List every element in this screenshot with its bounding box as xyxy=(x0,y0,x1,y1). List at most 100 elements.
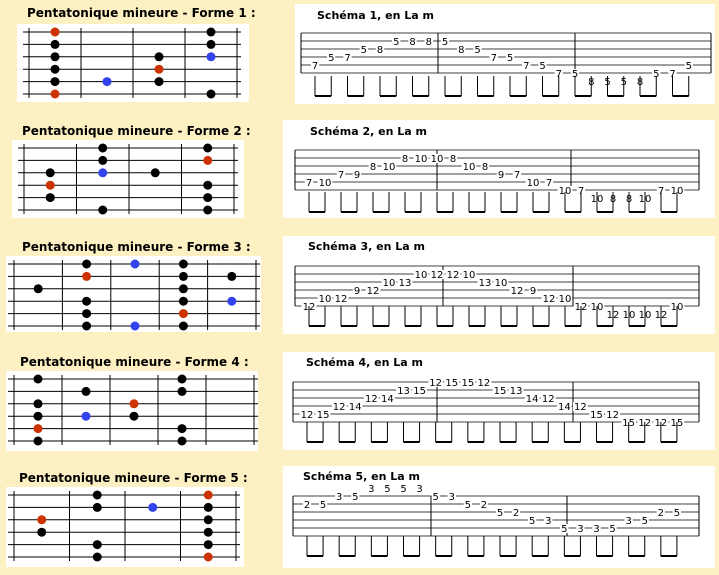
scale-note-dot xyxy=(177,424,187,434)
section-3-title: Pentatonique mineure - Forme 3 : xyxy=(22,240,251,254)
tab-fret-number: 15 xyxy=(494,386,507,397)
scale-note-dot xyxy=(177,374,187,384)
tab-fret-number: 5 xyxy=(393,37,399,48)
tab-fret-number: 3 xyxy=(368,484,374,495)
tab-fret-number: 3 xyxy=(545,516,551,527)
tab-fret-number: 7 xyxy=(491,53,497,64)
root-note-dot xyxy=(82,271,92,281)
scale-note-dot xyxy=(37,527,47,537)
tab-fret-number: 5 xyxy=(432,492,438,503)
tab-fret-number: 7 xyxy=(578,186,584,197)
fretboard-svg xyxy=(23,27,241,99)
tab-title-3: Schéma 3, en La m xyxy=(308,240,425,253)
tab-fret-number: 12 xyxy=(511,286,524,297)
tab-fret-number: 5 xyxy=(609,524,615,535)
scale-note-dot xyxy=(203,540,213,550)
tab-fret-number: 12 xyxy=(543,294,556,305)
scale-note-dot xyxy=(206,27,216,37)
scale-note-dot xyxy=(50,39,60,49)
tab-fret-number: 3 xyxy=(449,492,455,503)
tab-fret-number: 5 xyxy=(653,69,659,80)
tab-fret-number: 10 xyxy=(383,162,396,173)
scale-note-dot xyxy=(33,374,43,384)
scale-note-dot xyxy=(203,193,213,203)
scale-note-dot xyxy=(92,540,102,550)
tablature-3: Schéma 3, en La m 12 10 12 9 12 10 13 10 12 12 10 1… xyxy=(283,236,715,334)
scale-note-dot xyxy=(50,64,60,74)
scale-note-dot xyxy=(98,205,108,215)
scale-note-dot xyxy=(33,436,43,446)
tab-fret-number: 5 xyxy=(465,500,471,511)
tab-fret-number: 5 xyxy=(320,500,326,511)
tab-fret-number: 12 xyxy=(367,286,380,297)
fretboard-svg xyxy=(18,143,238,215)
tab-fret-number: 7 xyxy=(306,178,312,189)
tab-fret-number: 12 xyxy=(542,394,555,405)
tab-fret-number: 9 xyxy=(354,286,360,297)
scale-note-dot xyxy=(178,284,188,294)
tab-fret-number: 8 xyxy=(370,162,376,173)
tab-fret-number: 14 xyxy=(558,402,571,413)
scale-note-dot xyxy=(154,52,164,62)
fretboard-diagram-1 xyxy=(17,24,249,102)
section-1-title: Pentatonique mineure - Forme 1 : xyxy=(27,6,256,20)
scale-note-dot xyxy=(92,552,102,562)
tab-fret-number: 8 xyxy=(458,45,464,56)
scale-note-dot xyxy=(50,77,60,87)
tab-fret-number: 12 xyxy=(478,378,491,389)
tab-fret-number: 5 xyxy=(507,53,513,64)
tab-fret-number: 10 xyxy=(319,294,332,305)
tab-fret-number: 9 xyxy=(354,170,360,181)
scale-note-dot xyxy=(177,436,187,446)
tab-fret-number: 12 xyxy=(301,410,314,421)
tab-title-1: Schéma 1, en La m xyxy=(317,9,434,22)
tab-fret-number: 10 xyxy=(559,186,572,197)
scale-note-dot xyxy=(82,296,92,306)
tab-fret-number: 15 xyxy=(317,410,330,421)
blue-note-dot xyxy=(102,77,112,87)
fretboard-diagram-3 xyxy=(6,256,261,332)
scale-note-dot xyxy=(178,271,188,281)
root-note-dot xyxy=(50,27,60,37)
tab-fret-number: 15 xyxy=(590,410,603,421)
tab-fret-number: 10 xyxy=(415,154,428,165)
tab-fret-number: 9 xyxy=(530,286,536,297)
tab-fret-number: 5 xyxy=(328,53,334,64)
root-note-dot xyxy=(203,155,213,165)
fretboard-svg xyxy=(8,374,258,446)
blue-note-dot xyxy=(227,296,237,306)
tab-title-4: Schéma 4, en La m xyxy=(306,356,423,369)
scale-note-dot xyxy=(81,386,91,396)
tab-title-2: Schéma 2, en La m xyxy=(310,125,427,138)
scale-note-dot xyxy=(45,168,55,178)
tab-fret-number: 10 xyxy=(319,178,332,189)
scale-note-dot xyxy=(50,52,60,62)
fretboard-diagram-5 xyxy=(6,487,244,567)
tab-fret-number: 12 xyxy=(365,394,378,405)
tab-fret-number: 8 xyxy=(450,154,456,165)
scale-note-dot xyxy=(92,490,102,500)
tablature-svg: 7107981081010810897107107108810710 xyxy=(294,149,700,213)
tab-fret-number: 2 xyxy=(481,500,487,511)
tab-fret-number: 7 xyxy=(338,170,344,181)
tab-fret-number: 3 xyxy=(336,492,342,503)
tab-fret-number: 13 xyxy=(399,278,412,289)
tab-fret-number: 8 xyxy=(409,37,415,48)
scale-note-dot xyxy=(33,284,43,294)
tab-fret-number: 3 xyxy=(593,524,599,535)
tablature-svg: 757585885857575758558575 xyxy=(300,32,712,97)
tab-fret-number: 15 xyxy=(413,386,426,397)
tab-fret-number: 2 xyxy=(513,508,519,519)
tab-fret-number: 3 xyxy=(577,524,583,535)
tab-fret-number: 7 xyxy=(669,69,675,80)
tab-fret-number: 13 xyxy=(397,386,410,397)
tab-fret-number: 8 xyxy=(482,162,488,173)
tab-fret-number: 2 xyxy=(658,508,664,519)
scale-note-dot xyxy=(203,180,213,190)
root-note-dot xyxy=(129,399,139,409)
tab-fret-number: 5 xyxy=(529,516,535,527)
scale-note-dot xyxy=(178,259,188,269)
scale-note-dot xyxy=(98,155,108,165)
